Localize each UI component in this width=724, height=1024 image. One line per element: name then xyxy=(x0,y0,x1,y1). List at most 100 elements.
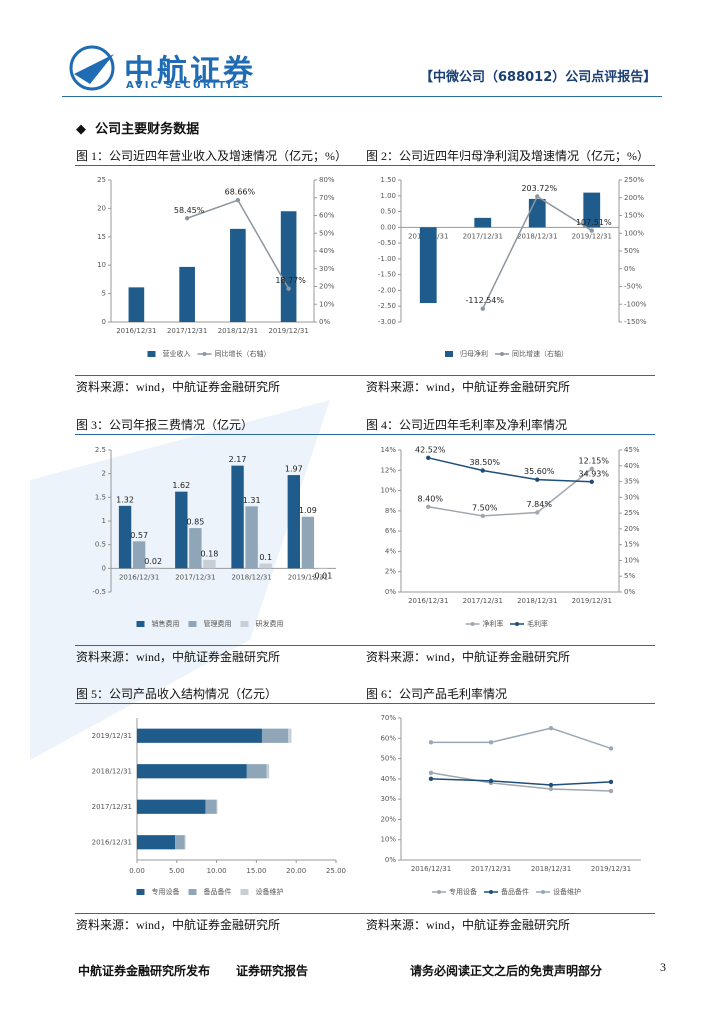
marker xyxy=(488,778,494,784)
y-tick-label: 0% xyxy=(385,856,396,864)
y-tick-label: -1.00 xyxy=(378,255,396,263)
caption: 图 6：公司产品毛利率情况 xyxy=(366,687,508,701)
x-tick-label: 25.00 xyxy=(326,867,346,875)
data-label: 1.31 xyxy=(243,496,261,505)
rule xyxy=(75,165,655,166)
data-label: 68.66% xyxy=(225,188,256,197)
caption: 图 5：公司产品收入结构情况（亿元） xyxy=(76,687,278,701)
y2-tick-label: 60% xyxy=(319,212,335,220)
y-tick-label: 0 xyxy=(102,564,106,572)
watermark-shape xyxy=(30,400,330,760)
bar-segment xyxy=(288,728,292,743)
y-tick-label: 4% xyxy=(385,547,396,555)
marker xyxy=(426,504,431,509)
y-tick-label: 40% xyxy=(380,775,396,783)
y2-tick-label: 250% xyxy=(624,176,644,184)
legend-label: 管理费用 xyxy=(204,619,232,628)
legend-label: 备品备件 xyxy=(204,887,232,896)
caption: 图 2：公司近四年归母净利润及增速情况（亿元；%） xyxy=(366,149,649,163)
y-tick-label: 0% xyxy=(385,588,396,596)
y2-tick-label: 25% xyxy=(624,509,640,517)
bar-segment xyxy=(216,799,218,814)
y2-tick-label: 0% xyxy=(319,318,330,326)
marker xyxy=(535,477,540,482)
marker xyxy=(480,306,485,311)
y-tick-label: -0.50 xyxy=(378,239,396,247)
legend-label: 毛利率 xyxy=(527,619,548,628)
data-label: 0.85 xyxy=(186,518,204,527)
x-tick-label: 20.00 xyxy=(286,867,306,875)
x-tick-label: 2016/12/31 xyxy=(116,327,156,335)
y2-tick-label: 70% xyxy=(319,194,335,202)
bar xyxy=(128,287,145,322)
y2-tick-label: -50% xyxy=(624,283,642,291)
legend-swatch-dot xyxy=(515,622,519,626)
bar xyxy=(132,541,146,569)
marker xyxy=(589,228,594,233)
y-tick-label: 30% xyxy=(380,795,396,803)
chart: 0.00 5.00 10.00 15.00 20.00 25.00 2019/12/31 20… xyxy=(92,718,346,896)
data-label: 203.72% xyxy=(521,184,557,193)
marker xyxy=(428,770,434,775)
marker xyxy=(589,479,594,484)
logo-ring xyxy=(69,45,115,91)
marker xyxy=(286,286,291,291)
y-tick-label: 10% xyxy=(380,487,396,495)
y-tick-label: 5 xyxy=(102,290,106,298)
y2-tick-label: 0% xyxy=(624,265,635,273)
data-label: 0.57 xyxy=(130,531,148,540)
y-tick-label: 2% xyxy=(385,568,396,576)
caption: 图 4：公司近四年毛利率及净利率情况 xyxy=(366,418,568,432)
bar-segment xyxy=(266,764,270,779)
logo-text: 中航证券 xyxy=(124,54,256,89)
data-label: 38.50% xyxy=(469,458,500,467)
rule xyxy=(75,375,655,376)
bullet: ◆ xyxy=(76,122,96,137)
y2-tick-label: 45% xyxy=(624,446,640,454)
bar-segment xyxy=(137,799,206,814)
data-label: 7.84% xyxy=(527,500,553,509)
legend-label: 专用设备 xyxy=(449,887,477,896)
legend-swatch xyxy=(445,351,453,357)
y-tick-label: -2.50 xyxy=(378,302,396,310)
data-label: 42.52% xyxy=(415,445,446,454)
y-tick-label: 1.50 xyxy=(380,176,396,184)
bar xyxy=(419,227,437,304)
logo-plane xyxy=(74,54,114,84)
bar xyxy=(583,192,601,228)
section-title: ◆ 公司主要财务数据 xyxy=(76,118,199,137)
rule xyxy=(75,645,655,646)
y2-tick-label: 5% xyxy=(624,572,635,580)
y2-tick-label: 150% xyxy=(624,212,644,220)
x-tick-label: 15.00 xyxy=(246,867,266,875)
y-tick-label: 20 xyxy=(97,204,106,212)
y2-tick-label: -150% xyxy=(624,318,647,326)
line xyxy=(430,778,612,786)
data-label: 2.17 xyxy=(229,455,247,464)
legend-swatch xyxy=(147,351,156,357)
marker xyxy=(428,776,434,782)
marker xyxy=(426,455,431,461)
legend-swatch xyxy=(136,889,145,895)
data-label: 8.40% xyxy=(418,494,444,503)
legend-label: 营业收入 xyxy=(163,349,191,358)
y2-tick-label: 30% xyxy=(319,265,335,273)
line xyxy=(428,468,593,517)
bar xyxy=(280,211,297,322)
data-label: 1.09 xyxy=(299,506,317,515)
marker xyxy=(480,468,485,473)
bar xyxy=(474,217,492,228)
y2-tick-label: 80% xyxy=(319,176,335,184)
report-title: 【中微公司（688012）公司点评报告】 xyxy=(420,70,657,85)
chart: 0% 2% 4% 6% 8% 10% 12% 14% 0% 5% 10% 15% 20% 25% 30% 35… xyxy=(380,445,640,628)
footer-middle: 证券研究报告 xyxy=(236,964,309,978)
marker xyxy=(235,197,241,203)
marker xyxy=(589,466,594,471)
legend-swatch xyxy=(136,621,145,627)
logo-icon xyxy=(69,45,115,91)
rule xyxy=(75,434,655,435)
marker xyxy=(184,216,190,221)
y-tick-label: 2 xyxy=(102,470,106,478)
legend-label: 归母净利 xyxy=(460,349,488,358)
